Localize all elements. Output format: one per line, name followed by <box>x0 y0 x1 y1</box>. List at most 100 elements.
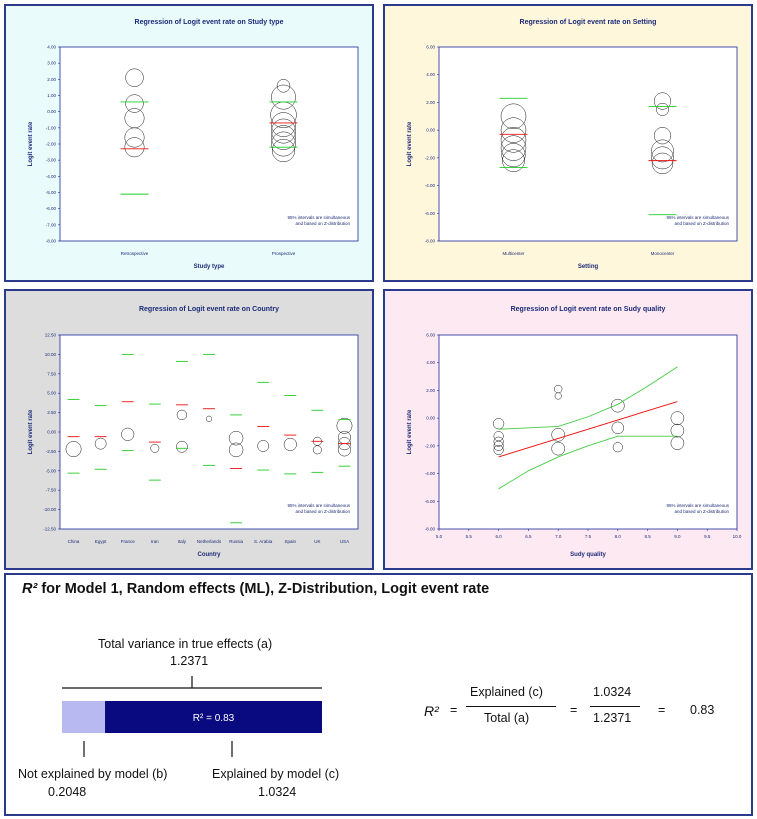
study-bubble <box>205 415 213 422</box>
y-tick-label: -8.00 <box>425 527 436 532</box>
y-tick-label: 0.00 <box>426 416 435 421</box>
explained-value: 1.0324 <box>258 785 297 799</box>
y-tick-label: -7.50 <box>46 488 57 493</box>
study-bubble <box>150 443 160 453</box>
chart-panel-study-quality: Regression of Logit event rate on Sudy q… <box>383 289 753 570</box>
x-tick-label: 8.5 <box>644 534 651 539</box>
chart-title: Regression of Logit event rate on Countr… <box>139 306 279 313</box>
chart-country: Regression of Logit event rate on Countr… <box>28 306 359 558</box>
study-bubble <box>551 427 566 442</box>
y-tick-label: -6.00 <box>46 206 57 211</box>
chart-title: Regression of Logit event rate on Study … <box>135 19 284 26</box>
chart-panel-setting: Regression of Logit event rate on Settin… <box>383 4 753 282</box>
y-tick-label: -4.00 <box>425 183 436 188</box>
y-tick-label: 7.50 <box>47 371 56 376</box>
y-tick-label: 2.00 <box>426 388 435 393</box>
y-tick-label: -2.00 <box>425 155 436 160</box>
note-line-2: and based on Z-distribution <box>674 221 729 226</box>
ci-upper-line <box>498 366 678 430</box>
y-tick-label: -1.00 <box>46 125 57 130</box>
study-bubble <box>176 440 188 453</box>
y-tick-label: 0.00 <box>47 430 56 435</box>
equation-equals-1: = <box>450 703 458 717</box>
explained-bar <box>105 701 322 733</box>
equation-fraction-bar-2 <box>590 706 640 707</box>
study-bubble <box>271 118 296 144</box>
y-tick-label: 4.00 <box>426 360 435 365</box>
x-category-label: USA <box>340 539 349 544</box>
x-category-label: Italy <box>178 539 187 544</box>
y-tick-label: 0.00 <box>47 109 56 114</box>
x-category-label: S. Arabia <box>254 539 273 544</box>
equation-numerator-label: Explained (c) <box>470 685 543 699</box>
x-tick-label: 9.5 <box>704 534 711 539</box>
variance-bar-diagram: R² = 0.83 <box>62 676 322 757</box>
study-bubble <box>500 135 527 161</box>
study-bubble <box>501 143 526 168</box>
x-category-label: Multicenter <box>502 251 525 256</box>
y-tick-label: 4.00 <box>426 72 435 77</box>
chart-study-type: Regression of Logit event rate on Study … <box>28 19 359 270</box>
equation-denominator-label: Total (a) <box>484 711 530 725</box>
not-explained-value: 0.2048 <box>48 785 87 799</box>
x-tick-label: 8.0 <box>615 534 622 539</box>
study-bubble <box>493 440 504 451</box>
x-tick-label: 6.5 <box>525 534 532 539</box>
study-bubble <box>670 411 685 425</box>
study-bubble <box>502 149 525 172</box>
x-tick-label: 9.0 <box>674 534 681 539</box>
plot-area <box>59 334 359 530</box>
y-tick-label: 2.00 <box>47 77 56 82</box>
plot-area <box>438 334 738 530</box>
total-variance-label: Total variance in true effects (a) <box>98 637 273 651</box>
x-category-label: Retrospective <box>121 251 149 256</box>
study-bubble <box>610 398 625 413</box>
note-line-1: 95% intervals are simultaneous <box>666 215 729 220</box>
note-line-2: and based on Z-distribution <box>674 509 729 514</box>
r2-bar-label: R² = 0.83 <box>193 713 235 724</box>
study-bubble <box>551 441 566 456</box>
y-axis-title: Logit event rate <box>28 121 34 166</box>
r2-summary-panel: R² for Model 1, Random effects (ML), Z-D… <box>4 573 753 816</box>
x-category-label: Iran <box>151 539 159 544</box>
study-bubble <box>500 103 527 130</box>
y-tick-label: -4.00 <box>46 174 57 179</box>
chart-study-quality: Regression of Logit event rate on Sudy q… <box>407 306 742 558</box>
x-axis-title: Country <box>198 552 222 558</box>
chart-panel-country: Regression of Logit event rate on Countr… <box>4 289 374 570</box>
x-category-label: Prospective <box>272 251 296 256</box>
note-line-1: 95% intervals are simultaneous <box>666 503 729 508</box>
y-tick-label: 4.00 <box>47 45 56 50</box>
y-tick-label: 1.00 <box>47 93 56 98</box>
total-variance-value: 1.2371 <box>170 654 209 668</box>
x-category-label: UK <box>314 539 320 544</box>
x-axis-title: Sudy quality <box>570 552 606 558</box>
equation-denominator-value: 1.2371 <box>593 711 632 725</box>
study-bubble <box>271 84 296 110</box>
study-bubble <box>612 442 623 453</box>
study-bubble <box>228 430 244 446</box>
study-bubble <box>670 423 685 438</box>
study-bubble <box>651 152 674 175</box>
y-axis-title: Logit event rate <box>28 409 34 454</box>
y-tick-label: 2.00 <box>426 100 435 105</box>
study-bubble <box>651 139 674 163</box>
study-bubble <box>651 146 674 170</box>
y-tick-label: 6.00 <box>426 45 435 50</box>
study-bubble <box>124 127 145 148</box>
y-tick-label: -6.00 <box>425 211 436 216</box>
y-tick-label: -10.00 <box>43 507 56 512</box>
equation-equals-3: = <box>658 703 666 717</box>
study-bubble <box>653 127 672 145</box>
r2-title-symbol: R² <box>22 581 38 597</box>
study-bubble <box>500 117 527 143</box>
not-explained-bar <box>62 701 106 733</box>
x-tick-label: 5.5 <box>466 534 473 539</box>
study-bubble <box>337 437 351 451</box>
note-line-1: 95% intervals are simultaneous <box>287 503 350 508</box>
y-tick-label: -2.00 <box>46 142 57 147</box>
study-bubble <box>65 441 82 458</box>
study-bubble <box>121 427 135 441</box>
y-tick-label: 0.00 <box>426 128 435 133</box>
x-tick-label: 5.0 <box>436 534 443 539</box>
